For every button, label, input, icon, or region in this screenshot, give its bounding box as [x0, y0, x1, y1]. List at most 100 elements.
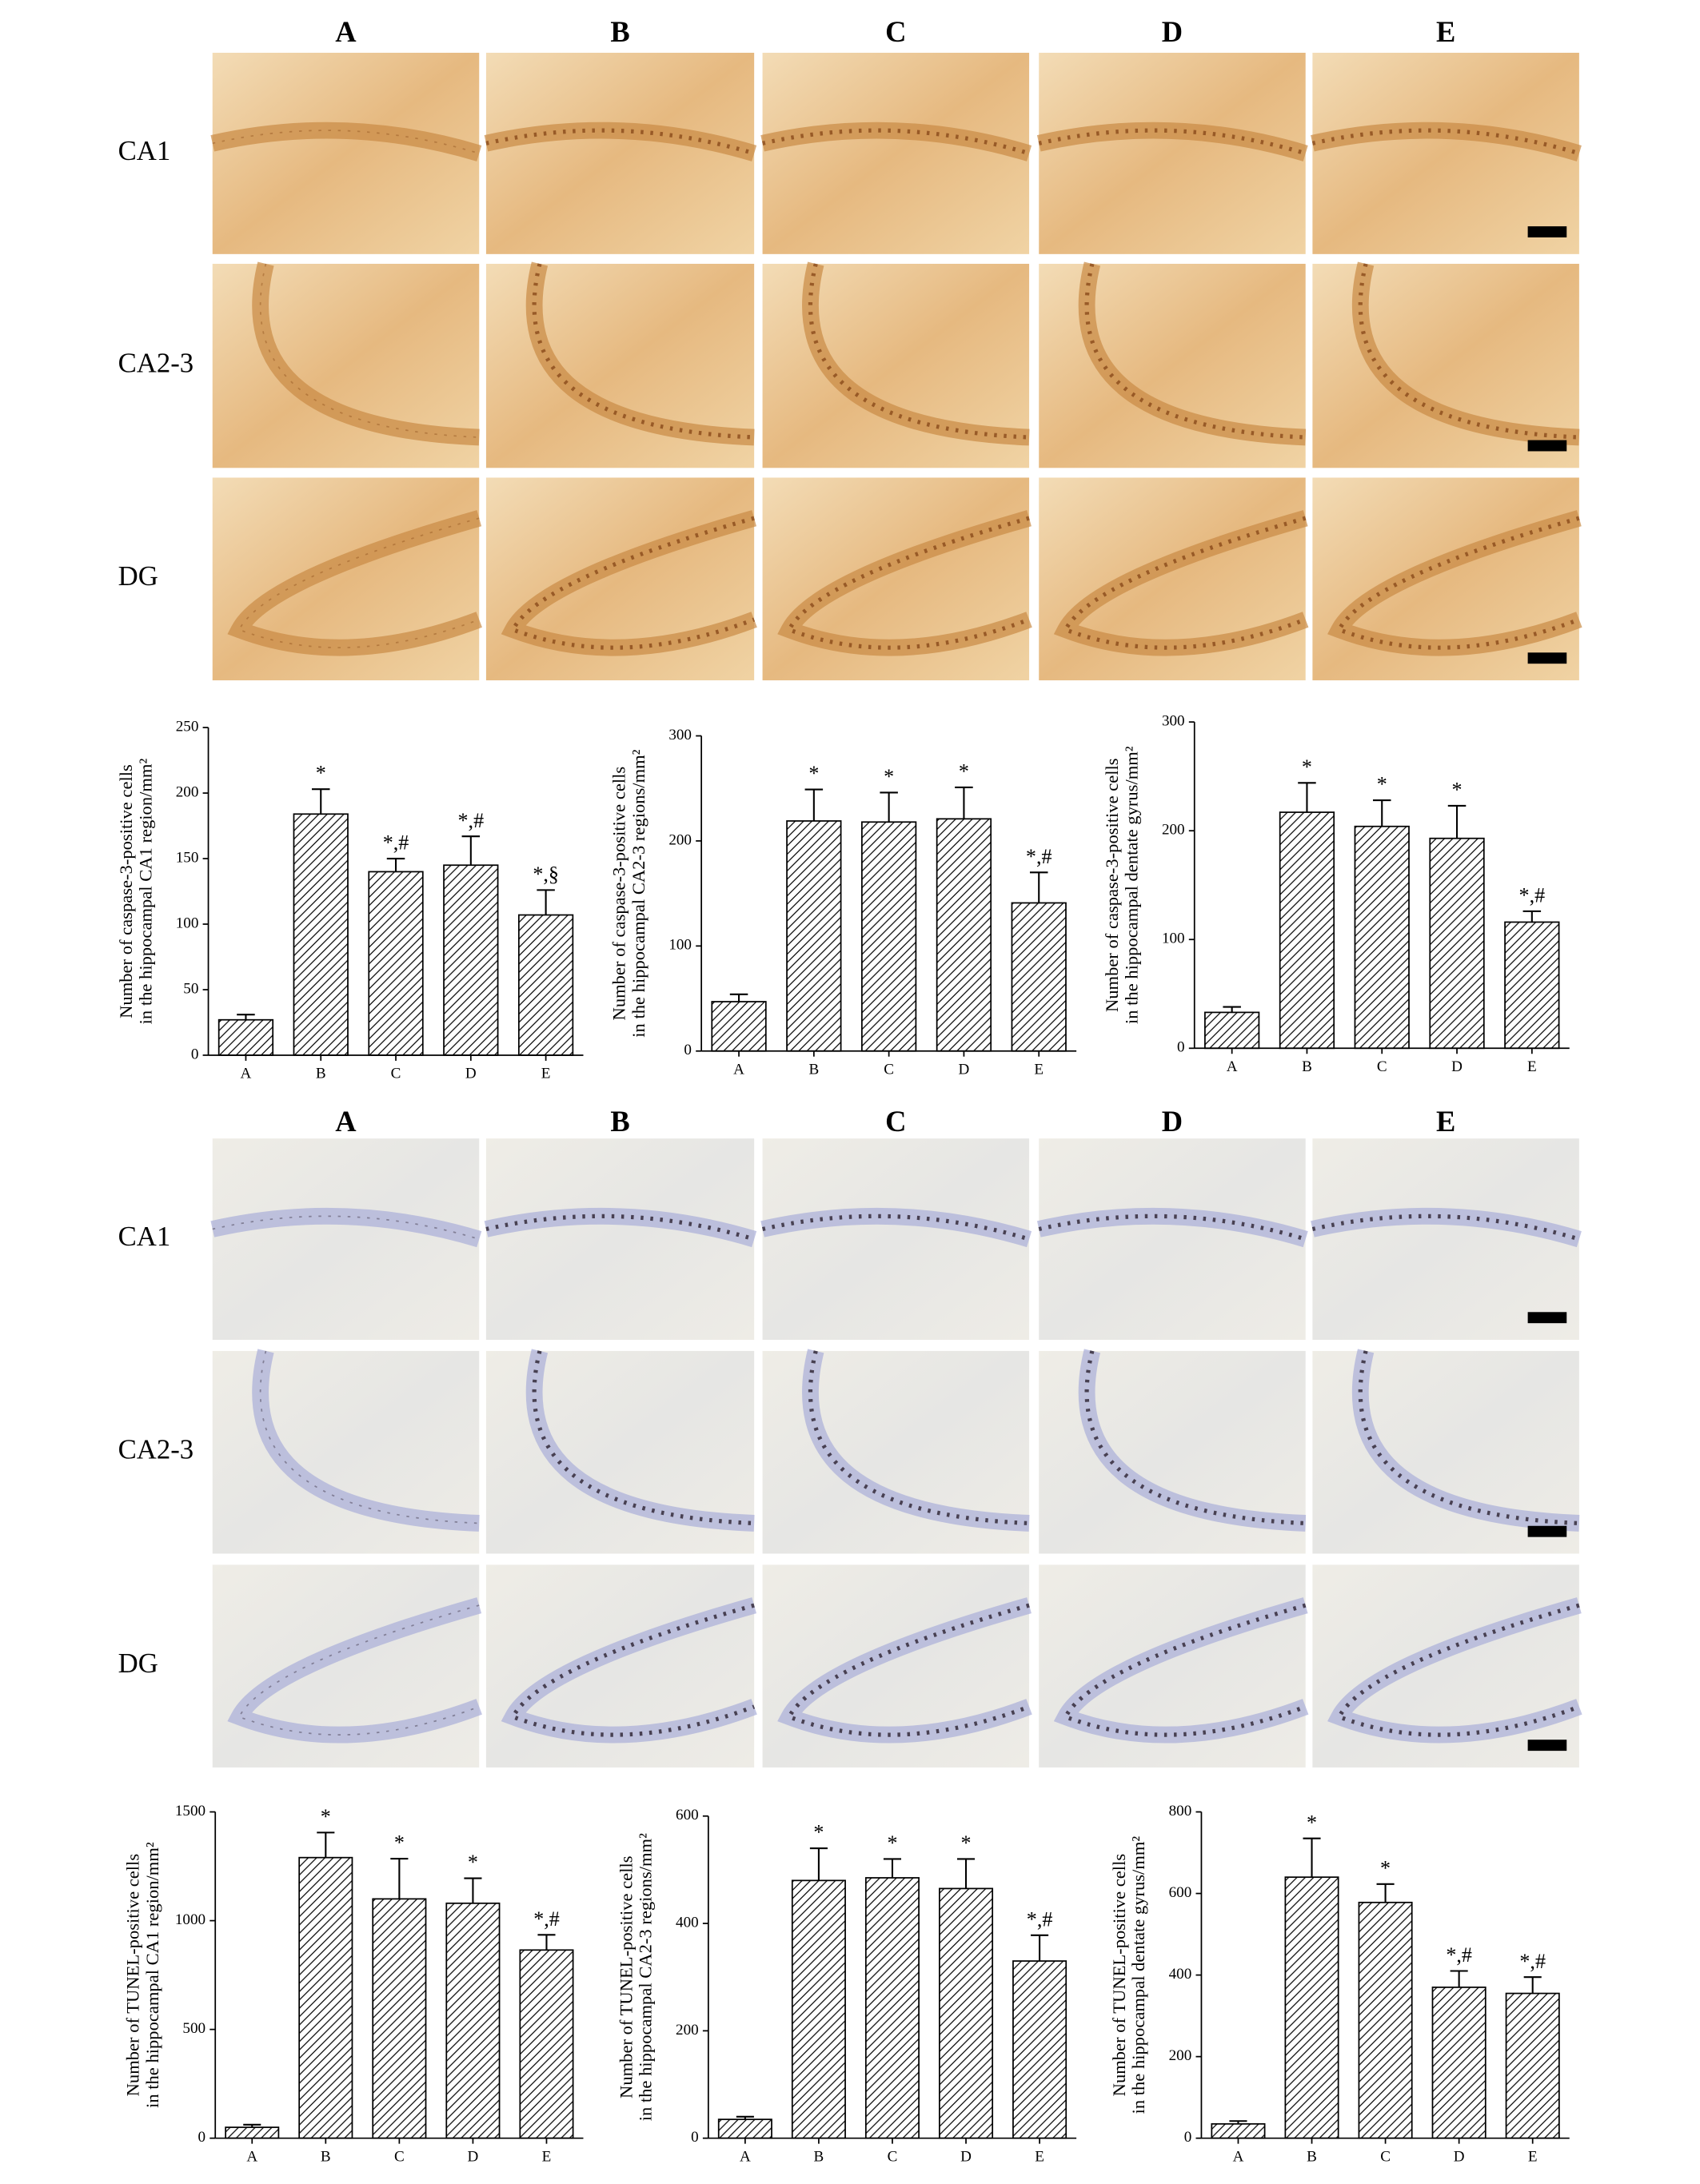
y-tick-label: 250 — [176, 718, 199, 735]
y-tick-label: 300 — [1162, 713, 1185, 730]
error-bar — [1450, 1970, 1468, 1987]
error-bar — [237, 1014, 255, 1020]
x-tick-label: E — [1527, 1058, 1537, 1075]
micrograph — [212, 1138, 480, 1341]
stained-cells — [237, 1604, 480, 1736]
significance-label: * — [1380, 1856, 1391, 1879]
y-axis-label: in the hippocampal CA1 region/mm² — [135, 759, 155, 1025]
y-tick-label: 0 — [191, 1046, 199, 1062]
row-label: DG — [118, 1648, 158, 1679]
micrograph — [212, 52, 480, 254]
x-tick-label: B — [1302, 1058, 1312, 1075]
stained-cells — [485, 1214, 755, 1241]
stained-cells — [1311, 128, 1580, 156]
significance-label: *,# — [1446, 1943, 1472, 1967]
micrograph — [1312, 1138, 1579, 1341]
micrograph — [1039, 1138, 1306, 1341]
bar — [445, 1902, 501, 2139]
error-bar — [1029, 871, 1048, 903]
x-tick-label: D — [1451, 1058, 1463, 1075]
y-axis-label: in the hippocampal CA1 region/mm² — [142, 1842, 162, 2108]
scale-bar — [1527, 1312, 1567, 1324]
bar — [225, 2126, 280, 2139]
stained-cells — [808, 1350, 1030, 1526]
micrograph — [1312, 52, 1579, 254]
error-bar — [1303, 1837, 1321, 1878]
y-axis-label: in the hippocampal dentate gyrus/mm² — [1128, 1836, 1148, 2114]
error-bar — [311, 788, 330, 815]
stained-cells — [212, 1215, 480, 1240]
x-tick-label: A — [241, 1066, 252, 1082]
significance-label: *,# — [1519, 1950, 1546, 1973]
x-tick-label: E — [1034, 1061, 1044, 1078]
stained-cells — [1358, 1350, 1579, 1526]
y-tick-label: 200 — [676, 2022, 699, 2039]
y-tick-label: 100 — [1162, 931, 1185, 947]
error-bar — [1522, 910, 1542, 923]
x-tick-label: A — [246, 2148, 257, 2165]
stained-cells — [786, 1603, 1030, 1737]
y-tick-label: 200 — [1162, 822, 1185, 839]
x-tick-label: C — [1380, 2148, 1391, 2165]
column-label: E — [1436, 1106, 1455, 1138]
stained-cells — [485, 128, 755, 156]
bar — [372, 1898, 427, 2139]
stained-cells — [808, 263, 1030, 440]
y-axis-label: in the hippocampal dentate gyrus/mm² — [1122, 746, 1142, 1024]
stained-cells — [1358, 263, 1579, 440]
significance-label: *,# — [533, 1907, 560, 1931]
micrograph — [1039, 52, 1306, 254]
y-tick-label: 0 — [1177, 1039, 1185, 1056]
stained-cells — [1062, 516, 1307, 650]
significance-label: * — [1377, 773, 1387, 796]
significance-label: * — [961, 1831, 972, 1855]
y-axis-label: Number of caspase-3-positive cells — [1102, 758, 1122, 1012]
y-tick-label: 100 — [668, 937, 692, 954]
stained-cells — [1038, 1214, 1307, 1241]
column-label: D — [1162, 1106, 1183, 1138]
x-tick-label: A — [733, 1061, 744, 1078]
bar — [1204, 1011, 1260, 1050]
y-tick-label: 600 — [1169, 1884, 1192, 1901]
column-label: B — [610, 1106, 629, 1138]
bar — [864, 1877, 920, 2139]
row-label: CA1 — [118, 135, 171, 166]
stained-cells — [1084, 1350, 1306, 1526]
x-tick-label: C — [1377, 1058, 1387, 1075]
significance-label: * — [884, 765, 894, 788]
x-tick-label: B — [808, 1061, 819, 1078]
significance-label: * — [321, 1805, 331, 1828]
error-bar — [1447, 804, 1467, 839]
column-label: C — [885, 1106, 906, 1138]
significance-label: * — [316, 762, 326, 785]
bar — [217, 1018, 274, 1056]
bar — [791, 1879, 846, 2139]
bar — [519, 1949, 574, 2139]
micrograph — [762, 52, 1030, 254]
y-axis-label: Number of TUNEL-positive cells — [1109, 1854, 1129, 2096]
y-tick-label: 0 — [684, 1042, 692, 1058]
x-tick-label: B — [321, 2148, 331, 2165]
y-tick-label: 500 — [182, 2020, 206, 2037]
error-bar — [537, 889, 555, 915]
significance-label: * — [887, 1831, 897, 1855]
bar — [1211, 2122, 1266, 2139]
x-tick-label: D — [959, 1061, 970, 1078]
cell-layer — [227, 1597, 482, 1744]
bar — [293, 813, 349, 1056]
column-label: C — [885, 16, 906, 48]
stained-cells — [259, 1350, 480, 1524]
bar — [1504, 921, 1560, 1050]
error-bar — [461, 835, 481, 866]
significance-label: *,§ — [533, 863, 559, 886]
scale-bar — [1527, 226, 1567, 237]
x-tick-label: D — [468, 2148, 479, 2165]
bar — [1012, 1960, 1067, 2139]
y-tick-label: 50 — [183, 980, 198, 997]
y-tick-label: 0 — [1184, 2129, 1192, 2146]
stained-cells — [1038, 128, 1307, 156]
error-bar — [736, 2115, 754, 2120]
significance-label: * — [1307, 1811, 1317, 1834]
error-bar — [883, 1858, 902, 1878]
